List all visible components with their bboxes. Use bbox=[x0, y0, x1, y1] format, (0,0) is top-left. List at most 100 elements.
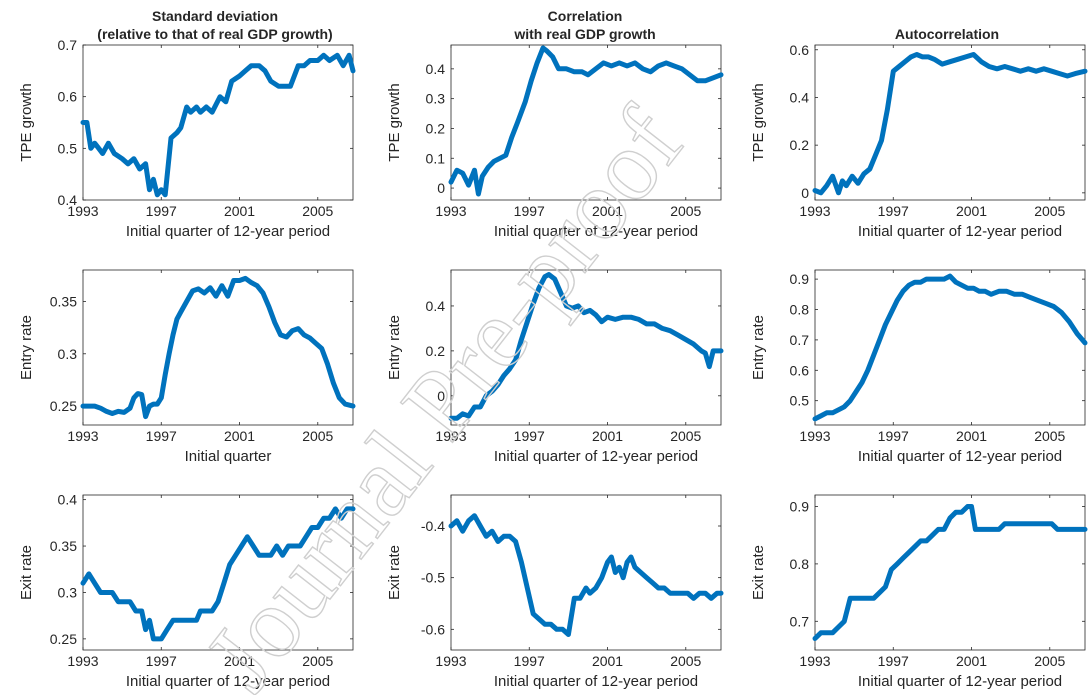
column-title-3-line1: Autocorrelation bbox=[895, 26, 999, 42]
series-line bbox=[80, 52, 356, 198]
x-tick-label: 2005 bbox=[1034, 428, 1065, 444]
y-tick-label: 0.35 bbox=[50, 538, 77, 554]
x-tick-label: 1993 bbox=[67, 428, 98, 444]
y-tick-label: 0.3 bbox=[58, 346, 78, 362]
axes-box bbox=[450, 494, 722, 651]
y-axis-label: TPE growth bbox=[386, 83, 403, 161]
y-axis-label: Entry rate bbox=[386, 315, 403, 380]
y-tick-label: 0.4 bbox=[426, 298, 446, 314]
y-tick-label: -0.6 bbox=[421, 621, 445, 637]
panel-r2c3: 1993 1997 2001 2005 0.5 0.6 0.7 0.8 0.9 Initial q… bbox=[750, 269, 1088, 465]
y-tick-label: 0.7 bbox=[790, 613, 810, 629]
x-tick-label: 1997 bbox=[878, 203, 909, 219]
panel-r1c3: 1993 1997 2001 2005 0 0.2 0.4 0.6 Initial quarte… bbox=[750, 42, 1088, 240]
x-axis-label: Initial quarter of 12-year period bbox=[494, 223, 698, 240]
y-tick-label: 0.4 bbox=[58, 192, 78, 208]
series-line bbox=[812, 52, 1088, 196]
y-tick-label: 0.8 bbox=[790, 556, 810, 572]
panel-r3c3: 1993 1997 2001 2005 0.7 0.8 0.9 Initial quarter… bbox=[750, 494, 1088, 690]
x-tick-label: 2001 bbox=[956, 203, 987, 219]
x-axis-label: Initial quarter of 12-year period bbox=[126, 673, 330, 690]
column-title-1-line1: Standard deviation bbox=[152, 8, 278, 24]
y-tick-label: 0 bbox=[801, 185, 809, 201]
column-title-1-line2: (relative to that of real GDP growth) bbox=[97, 26, 332, 42]
y-axis-label: Entry rate bbox=[750, 315, 767, 380]
journal-preproof-watermark: Journal Pre-proof bbox=[184, 88, 704, 695]
x-tick-label: 1997 bbox=[878, 653, 909, 669]
y-tick-label: 0.9 bbox=[790, 271, 810, 287]
x-tick-label: 1993 bbox=[67, 203, 98, 219]
panel-grid: 1993 1997 2001 2005 0.4 0.5 0.6 0.7 Initial quar… bbox=[18, 37, 1088, 690]
series-line bbox=[80, 275, 356, 420]
x-tick-label: 1993 bbox=[435, 653, 466, 669]
x-tick-label: 2001 bbox=[224, 428, 255, 444]
x-tick-label: 1997 bbox=[878, 428, 909, 444]
x-tick-label: 1993 bbox=[435, 203, 466, 219]
y-tick-label: 0.6 bbox=[58, 89, 78, 105]
y-tick-label: -0.5 bbox=[421, 570, 445, 586]
x-tick-label: 1993 bbox=[799, 203, 830, 219]
y-tick-label: 0.6 bbox=[790, 42, 810, 58]
x-tick-label: 1993 bbox=[67, 653, 98, 669]
x-tick-label: 1997 bbox=[514, 428, 545, 444]
x-tick-label: 2005 bbox=[302, 653, 333, 669]
y-tick-label: 0.25 bbox=[50, 398, 77, 414]
x-tick-label: 2001 bbox=[592, 428, 623, 444]
x-tick-label: 2005 bbox=[670, 203, 701, 219]
axes-box bbox=[82, 494, 354, 651]
panel-r1c1: 1993 1997 2001 2005 0.4 0.5 0.6 0.7 Initial quar… bbox=[18, 37, 356, 240]
x-axis-label: Initial quarter of 12-year period bbox=[494, 673, 698, 690]
x-tick-label: 2005 bbox=[670, 428, 701, 444]
series-line bbox=[448, 513, 724, 637]
series-line bbox=[448, 272, 724, 421]
x-tick-label: 1997 bbox=[146, 203, 177, 219]
y-tick-label: 0.2 bbox=[790, 137, 810, 153]
x-tick-label: 2001 bbox=[592, 203, 623, 219]
x-tick-label: 2005 bbox=[302, 428, 333, 444]
y-axis-label: TPE growth bbox=[18, 83, 35, 161]
y-tick-label: 0.4 bbox=[58, 492, 78, 508]
panel-r3c2: 1993 1997 2001 2005 -0.6 -0.5 -0.4 Initial quar… bbox=[386, 494, 724, 690]
y-tick-label: 0 bbox=[437, 388, 445, 404]
x-tick-label: 2001 bbox=[224, 653, 255, 669]
y-tick-label: 0.2 bbox=[426, 120, 446, 136]
x-axis-label: Initial quarter of 12-year period bbox=[858, 448, 1062, 465]
y-tick-label: 0 bbox=[437, 180, 445, 196]
x-tick-label: 2005 bbox=[1034, 653, 1065, 669]
y-tick-label: 0.3 bbox=[58, 584, 78, 600]
series-line bbox=[80, 506, 356, 642]
y-tick-label: 0.6 bbox=[790, 362, 810, 378]
y-axis-label: Exit rate bbox=[18, 545, 35, 600]
x-tick-label: 1993 bbox=[799, 653, 830, 669]
panel-r2c2: 1993 1997 2001 2005 0 0.2 0.4 Initial quarter o… bbox=[386, 269, 724, 465]
series-line bbox=[448, 45, 724, 197]
x-tick-label: 2001 bbox=[592, 653, 623, 669]
y-axis-label: Entry rate bbox=[18, 315, 35, 380]
y-tick-label: 0.9 bbox=[790, 498, 810, 514]
x-tick-label: 1997 bbox=[146, 653, 177, 669]
y-axis-label: TPE growth bbox=[750, 83, 767, 161]
x-axis-label: Initial quarter of 12-year period bbox=[858, 673, 1062, 690]
x-tick-label: 1997 bbox=[514, 203, 545, 219]
x-axis-label: Initial quarter of 12-year period bbox=[494, 448, 698, 465]
x-tick-label: 1993 bbox=[799, 428, 830, 444]
y-tick-label: 0.1 bbox=[426, 150, 446, 166]
y-tick-label: 0.25 bbox=[50, 631, 77, 647]
axes-box bbox=[450, 44, 722, 201]
axes-box bbox=[82, 269, 354, 426]
y-tick-label: 0.8 bbox=[790, 302, 810, 318]
y-axis-label: Exit rate bbox=[386, 545, 403, 600]
x-tick-label: 1993 bbox=[435, 428, 466, 444]
y-tick-label: 0.4 bbox=[790, 89, 810, 105]
series-line bbox=[812, 273, 1088, 422]
x-tick-label: 1997 bbox=[146, 428, 177, 444]
x-tick-label: 2005 bbox=[1034, 203, 1065, 219]
column-title-2-line1: Correlation bbox=[548, 8, 623, 24]
series-line bbox=[812, 504, 1088, 641]
axes-box bbox=[814, 269, 1086, 426]
panel-r2c1: 1993 1997 2001 2005 0.25 0.3 0.35 Initial quart… bbox=[18, 269, 356, 465]
axes-box bbox=[814, 494, 1086, 651]
x-tick-label: 2001 bbox=[956, 428, 987, 444]
y-tick-label: 0.5 bbox=[790, 393, 810, 409]
